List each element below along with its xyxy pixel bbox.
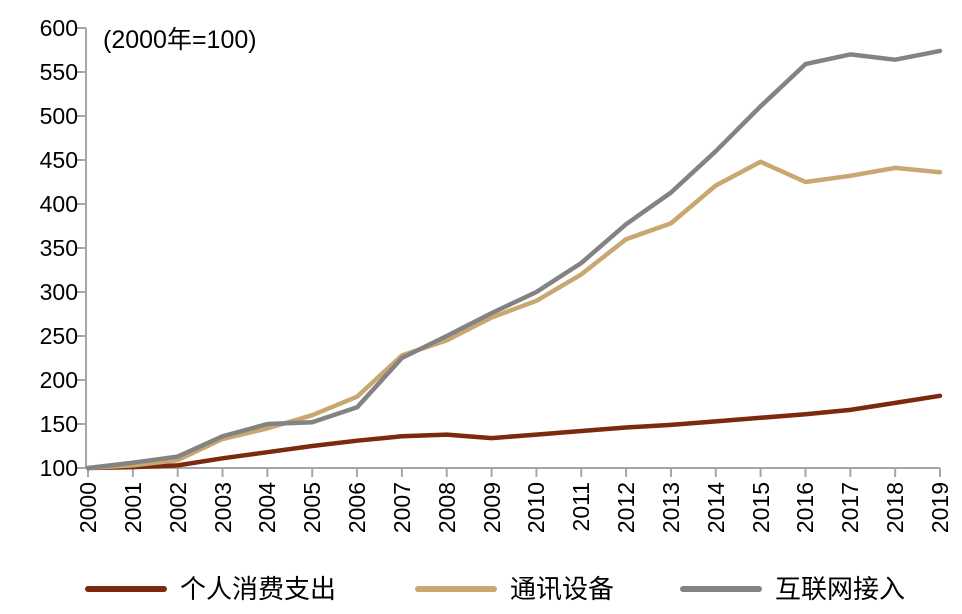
x-tick-label: 2012 bbox=[613, 482, 640, 534]
y-tick-label: 250 bbox=[39, 323, 78, 349]
legend-item-internet: 互联网接入 bbox=[680, 574, 905, 604]
x-tick-label: 2002 bbox=[164, 482, 191, 534]
legend-item-telecom: 通讯设备 bbox=[415, 574, 614, 604]
y-tick-label: 450 bbox=[39, 147, 78, 173]
x-tick-label: 2001 bbox=[119, 482, 146, 534]
legend-label-telecom: 通讯设备 bbox=[510, 574, 615, 604]
pce-line-swatch bbox=[85, 586, 167, 592]
x-tick-label: 2000 bbox=[75, 482, 101, 534]
x-tick-label: 2003 bbox=[209, 482, 236, 534]
index-base-annotation: (2000年=100) bbox=[103, 26, 257, 54]
y-tick-label: 400 bbox=[39, 191, 78, 217]
y-tick-label: 600 bbox=[39, 15, 78, 41]
y-tick-label: 150 bbox=[39, 411, 78, 437]
y-tick-label: 200 bbox=[39, 367, 78, 393]
internet-line-swatch bbox=[680, 586, 762, 592]
series-line-0 bbox=[85, 393, 943, 471]
x-tick-label: 2018 bbox=[882, 482, 909, 534]
series-line-2 bbox=[85, 48, 943, 471]
legend-label-internet: 互联网接入 bbox=[775, 574, 906, 604]
y-tick-label: 350 bbox=[39, 235, 78, 261]
x-tick-label: 2008 bbox=[433, 482, 460, 534]
x-tick-label: 2011 bbox=[568, 482, 595, 532]
x-tick-label: 2009 bbox=[478, 482, 505, 534]
legend-label-pce: 个人消费支出 bbox=[180, 574, 337, 604]
x-tick-label: 2016 bbox=[792, 482, 819, 534]
x-tick-label: 2007 bbox=[388, 482, 415, 534]
x-tick-label: 2006 bbox=[344, 482, 371, 534]
x-tick-label: 2019 bbox=[927, 482, 953, 534]
y-tick-label: 100 bbox=[39, 455, 78, 481]
series-line-1 bbox=[85, 159, 943, 471]
y-tick-label: 300 bbox=[39, 279, 78, 305]
y-tick-label: 550 bbox=[39, 59, 78, 85]
telecom-line-swatch bbox=[415, 586, 497, 592]
x-tick-label: 2015 bbox=[747, 482, 774, 534]
x-tick-label: 2013 bbox=[657, 482, 684, 534]
x-tick-label: 2010 bbox=[523, 482, 550, 534]
legend-item-pce: 个人消费支出 bbox=[85, 574, 336, 604]
x-tick-label: 2017 bbox=[837, 482, 864, 534]
x-tick-label: 2004 bbox=[254, 482, 281, 534]
x-tick-label: 2005 bbox=[299, 482, 326, 534]
axis-lines bbox=[85, 28, 940, 469]
y-tick-label: 500 bbox=[39, 103, 78, 129]
x-tick-label: 2014 bbox=[702, 482, 729, 534]
